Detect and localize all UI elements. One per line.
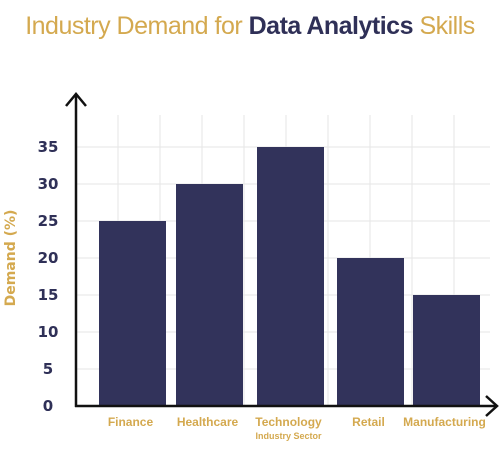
x-category-label: Technology xyxy=(255,415,322,429)
x-category-labels: Finance Healthcare Technology Retail Manufac… xyxy=(108,415,486,429)
y-tick-label: 0 xyxy=(43,397,53,415)
y-tick-label: 25 xyxy=(38,212,59,230)
y-axis-label: Demand (%) xyxy=(3,210,19,307)
y-tick-label: 30 xyxy=(38,175,59,193)
axes xyxy=(65,92,499,417)
chart-title: Industry Demand for Data Analytics Skill… xyxy=(0,12,500,41)
y-tick-label: 20 xyxy=(38,249,59,267)
title-prefix: Industry Demand for xyxy=(25,12,249,40)
bars xyxy=(99,147,480,406)
bar xyxy=(176,184,243,406)
y-axis-arrow xyxy=(65,92,87,107)
x-axis-label: Industry Sector xyxy=(255,431,322,441)
x-category-label: Finance xyxy=(108,415,154,429)
x-category-label: Retail xyxy=(352,415,385,429)
title-suffix: Skills xyxy=(413,12,475,40)
y-tick-label: 5 xyxy=(43,360,53,378)
bar xyxy=(257,147,324,406)
bar xyxy=(99,221,166,406)
y-tick-labels: 0 5 10 15 20 25 30 35 xyxy=(38,138,59,415)
bar xyxy=(337,258,404,406)
title-emphasis: Data Analytics xyxy=(248,12,414,40)
x-category-label: Manufacturing xyxy=(403,415,486,429)
x-axis-arrow xyxy=(485,395,499,417)
y-tick-label: 35 xyxy=(38,138,59,156)
y-tick-label: 15 xyxy=(38,286,59,304)
y-tick-label: 10 xyxy=(38,323,59,341)
x-category-label: Healthcare xyxy=(177,415,239,429)
bar xyxy=(413,295,480,406)
